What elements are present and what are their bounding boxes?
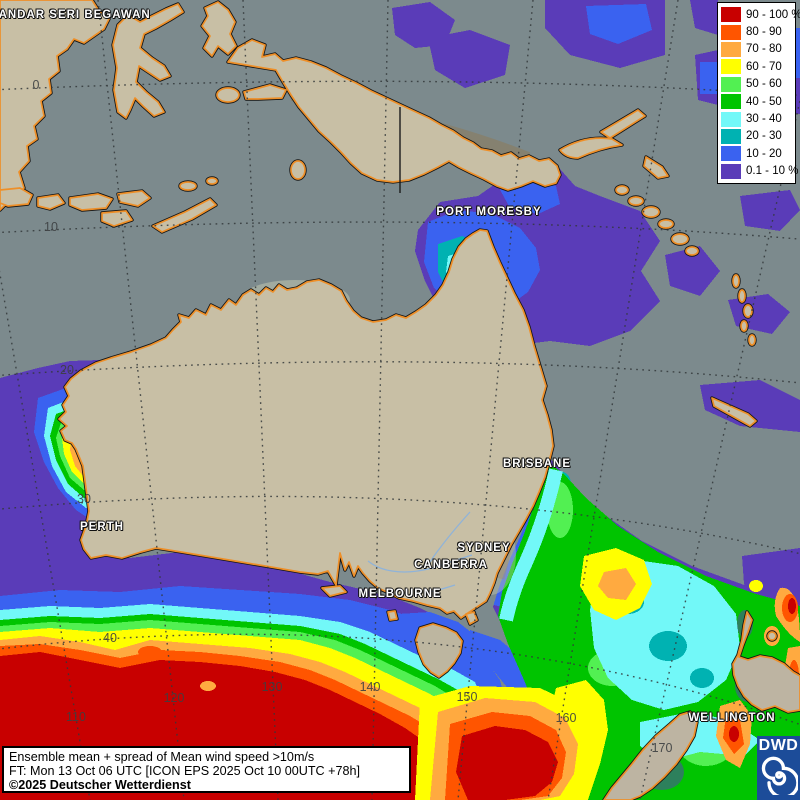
legend-swatch [721,163,741,179]
legend-swatch [721,94,741,110]
copyright: ©2025 Deutscher Wetterdienst [9,778,191,793]
legend-label: 0.1 - 10 % [746,165,799,178]
legend-label: 10 - 20 [746,147,782,160]
legend-item: 80 - 90 [721,23,795,40]
legend-item: 30 - 40 [721,110,795,127]
city-label-sydney: SYDNEY [457,542,511,554]
legend-label: 50 - 60 [746,78,782,91]
lat-label-0: 0 [32,78,40,92]
city-label-port-moresby: PORT MORESBY [436,206,542,218]
probability-legend: 90 - 100 % 80 - 90 70 - 80 60 - 70 50 - … [717,2,800,184]
legend-swatch [721,111,741,127]
lon-label-140: 140 [359,680,381,694]
legend-item: 70 - 80 [721,41,795,58]
city-label-canberra: CANBERRA [414,559,488,571]
legend-swatch [721,128,741,144]
legend-swatch [721,76,741,92]
lat-label-20: 20 [60,363,74,377]
lat-label-10: 10 [44,220,58,234]
city-label-perth: PERTH [80,521,124,533]
forecast-time: FT: Mon 13 Oct 06 UTC [ICON EPS 2025 Oct… [9,764,361,779]
legend-swatch [721,7,741,23]
legend-item: 10 - 20 [721,145,795,162]
city-label-wellington: WELLINGTON [688,712,776,724]
chart-title: Ensemble mean + spread of Mean wind spee… [9,750,315,764]
city-label-bandar-seri-begawan: BANDAR SERI BEGAWAN [0,9,151,21]
legend-label: 40 - 50 [746,95,782,108]
legend-swatch [721,41,741,57]
lon-label-110: 110 [66,710,86,724]
lat-label-40: 40 [103,631,117,645]
legend-swatch [721,59,741,75]
chart-title-box: Ensemble mean + spread of Mean wind spee… [2,746,411,793]
lon-label-150: 150 [456,690,478,704]
rivers [367,511,473,594]
legend-label: 20 - 30 [746,130,782,143]
lon-label-170: 170 [651,741,673,755]
legend-swatch [721,146,741,162]
dwd-logo-text: DWD [758,737,799,754]
lon-label-120: 120 [163,691,185,705]
legend-swatch [721,24,741,40]
legend-item: 20 - 30 [721,128,795,145]
legend-label: 60 - 70 [746,60,782,73]
legend-label: 70 - 80 [746,43,782,56]
lon-label-160: 160 [555,711,577,725]
city-label-melbourne: MELBOURNE [358,588,442,600]
lon-label-130: 130 [261,680,283,694]
legend-item: 40 - 50 [721,93,795,110]
dwd-logo: DWD [757,736,800,800]
legend-item: 60 - 70 [721,58,795,75]
city-label-brisbane: BRISBANE [502,458,572,470]
lat-label-30: 30 [77,492,91,506]
legend-label: 30 - 40 [746,113,782,126]
legend-item: 0.1 - 10 % [721,163,799,180]
dwd-spiral-icon [761,756,800,799]
legend-label: 90 - 100 % [746,8,800,21]
legend-item: 90 - 100 % [721,6,800,23]
legend-label: 80 - 90 [746,26,782,39]
legend-item: 50 - 60 [721,76,795,93]
